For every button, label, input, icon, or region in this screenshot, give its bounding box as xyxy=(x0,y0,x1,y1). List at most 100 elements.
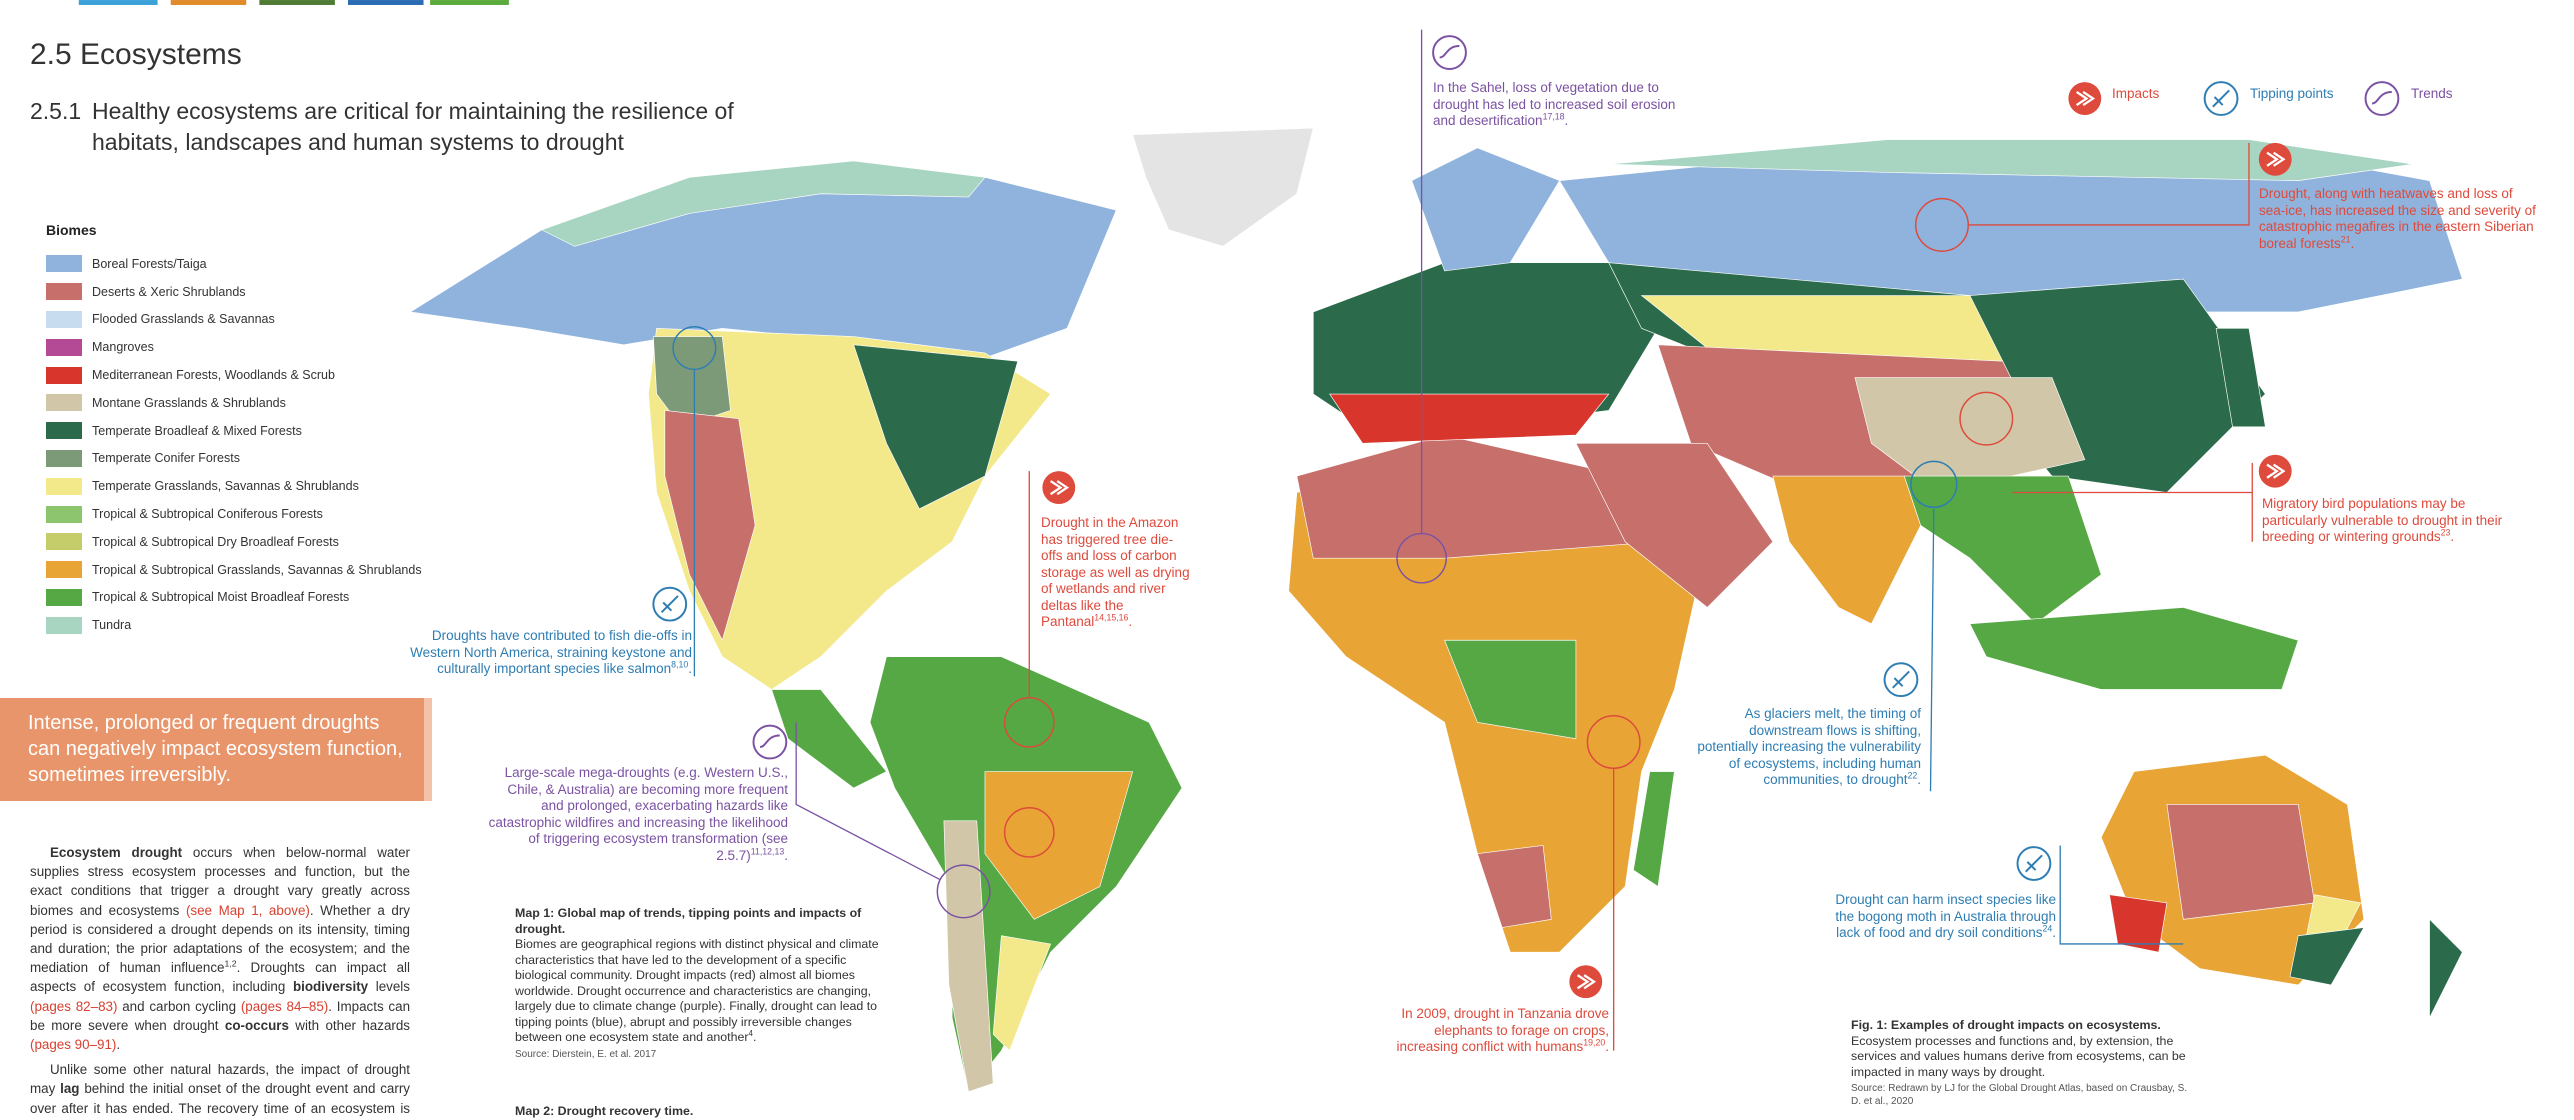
text-run: Drought can harm insect species like the… xyxy=(1835,892,2056,940)
legend-label: Temperate Conifer Forests xyxy=(92,451,240,466)
text-run: 24 xyxy=(2042,923,2053,934)
text-run: Droughts have contributed to fish die-of… xyxy=(410,628,692,676)
icon-disc xyxy=(752,724,788,760)
legend-swatch xyxy=(46,310,82,328)
legend-item: Boreal Forests/Taiga xyxy=(46,250,422,278)
text-run: . Whether a dry period is considered a d… xyxy=(30,902,410,976)
legend-title: Biomes xyxy=(46,222,97,238)
text-run: Biomes are geographical regions with dis… xyxy=(515,937,879,1044)
text-run: As glaciers melt, the timing of downstre… xyxy=(1697,706,1921,787)
body-text: Ecosystem drought occurs when below-norm… xyxy=(30,843,410,1118)
location-ring xyxy=(936,864,991,919)
biome-region xyxy=(771,689,887,789)
biome-region xyxy=(1132,127,1314,247)
text-run: and carbon cycling xyxy=(117,998,241,1014)
location-ring xyxy=(1396,532,1447,584)
text-run: . xyxy=(2350,235,2355,251)
text-run: 8,10 xyxy=(671,659,689,670)
text-run: . xyxy=(1564,113,1569,128)
fig-caption-source: Source: Redrawn by LJ for the Global Dro… xyxy=(1851,1083,2188,1107)
text-run: 17,18 xyxy=(1542,111,1565,122)
biome-region xyxy=(1608,139,2414,181)
paragraph: Unlike some other natural hazards, the i… xyxy=(30,1060,410,1118)
fig-caption-body: Ecosystem processes and functions and, b… xyxy=(1851,1034,2196,1081)
text-run: . xyxy=(1605,1039,1609,1054)
icon-glyph xyxy=(2075,91,2096,107)
biome-region xyxy=(1411,147,1560,272)
key-label: Tipping points xyxy=(2250,86,2334,101)
biome-region xyxy=(1772,475,1922,625)
biome-region xyxy=(1444,639,1577,740)
text-run: lag xyxy=(60,1081,80,1097)
biome-region xyxy=(1969,607,2299,690)
icon-glyph xyxy=(2212,89,2230,108)
text-run: 23 xyxy=(2440,527,2451,538)
biome-region xyxy=(943,820,994,1093)
icon xyxy=(752,724,788,760)
map2-caption: Map 2: Drought recovery time. xyxy=(515,1104,694,1118)
icon xyxy=(2364,81,2400,116)
text-run: Drought, along with heatwaves and loss o… xyxy=(2259,186,2536,251)
legend-label: Flooded Grasslands & Savannas xyxy=(92,312,275,327)
text-run: . xyxy=(1917,772,1921,787)
text-run: (pages 82–83) xyxy=(30,998,118,1014)
annotation: Drought in the Amazon has triggered tree… xyxy=(1041,515,1191,631)
location-ring xyxy=(1003,696,1055,748)
legend-swatch xyxy=(46,477,82,495)
text-run: 1,2 xyxy=(224,958,237,969)
map-caption-title: Map 1: Global map of trends, tipping poi… xyxy=(515,906,862,936)
legend-item: Deserts & Xeric Shrublands xyxy=(46,278,422,306)
legend-item: Temperate Broadleaf & Mixed Forests xyxy=(46,417,422,445)
text-run: . Impacts can be more severe when drough… xyxy=(30,998,410,1033)
annotation: Migratory bird populations may be partic… xyxy=(2262,496,2532,546)
icon-glyph xyxy=(1576,974,1597,990)
icon-glyph xyxy=(1049,480,1070,496)
icon xyxy=(2068,82,2102,115)
leader-line xyxy=(795,722,941,881)
text-run: . xyxy=(784,847,788,863)
biome-region xyxy=(2289,927,2365,986)
icon-glyph xyxy=(759,734,780,748)
legend: Biomes Boreal Forests/Taiga Deserts & Xer… xyxy=(46,222,422,639)
biome-region xyxy=(1575,442,1774,608)
biome-region xyxy=(1329,393,1610,444)
leader-line xyxy=(1929,508,1935,792)
icon xyxy=(1432,35,1467,70)
location-ring xyxy=(672,325,717,371)
icon-glyph xyxy=(1892,670,1910,689)
legend-swatch xyxy=(46,616,82,634)
text-run: behind the initial onset of the drought … xyxy=(30,1081,410,1116)
text-run: 4 xyxy=(748,1028,753,1038)
legend-swatch xyxy=(46,422,82,440)
legend-item: Temperate Conifer Forests xyxy=(46,445,422,473)
text-run: 22 xyxy=(1907,770,1918,781)
annotation: Drought, along with heatwaves and loss o… xyxy=(2259,186,2539,252)
world-map xyxy=(409,127,2463,1093)
leader-line xyxy=(1968,142,2250,226)
legend-label: Tropical & Subtropical Moist Broadleaf F… xyxy=(92,590,350,605)
icon xyxy=(2016,846,2052,881)
subtitle-number: 2.5.1 xyxy=(30,98,82,124)
icon xyxy=(2258,454,2292,488)
callout-edge xyxy=(424,698,432,801)
text-run: In the Sahel, loss of vegetation due to … xyxy=(1433,80,1676,128)
legend-item: Mangroves xyxy=(46,333,422,361)
map-caption-body: Biomes are geographical regions with dis… xyxy=(515,937,890,1046)
annotation: Large-scale mega-droughts (e.g. Western … xyxy=(484,765,788,864)
icon-glyph xyxy=(2025,854,2043,873)
fig-caption-title: Fig. 1: Examples of drought impacts on e… xyxy=(1851,1018,2161,1032)
annotation: Drought can harm insect species like the… xyxy=(1814,892,2056,942)
legend-item: Tropical & Subtropical Dry Broadleaf For… xyxy=(46,528,422,556)
text-run: occurs when below-normal water supplies … xyxy=(30,845,410,918)
text-run: levels xyxy=(368,979,410,995)
location-ring xyxy=(1003,806,1055,858)
legend-item: Montane Grasslands & Shrublands xyxy=(46,389,422,417)
legend-item: Tundra xyxy=(46,611,422,639)
legend-label: Temperate Grasslands, Savannas & Shrubla… xyxy=(92,479,359,494)
legend-item: Tropical & Subtropical Grasslands, Savan… xyxy=(46,556,422,584)
text-run: co-occurs xyxy=(224,1017,289,1033)
paragraph: Ecosystem drought occurs when below-norm… xyxy=(30,843,410,1054)
text-run: Migratory bird populations may be partic… xyxy=(2262,496,2503,544)
legend-label: Temperate Broadleaf & Mixed Forests xyxy=(92,423,302,438)
